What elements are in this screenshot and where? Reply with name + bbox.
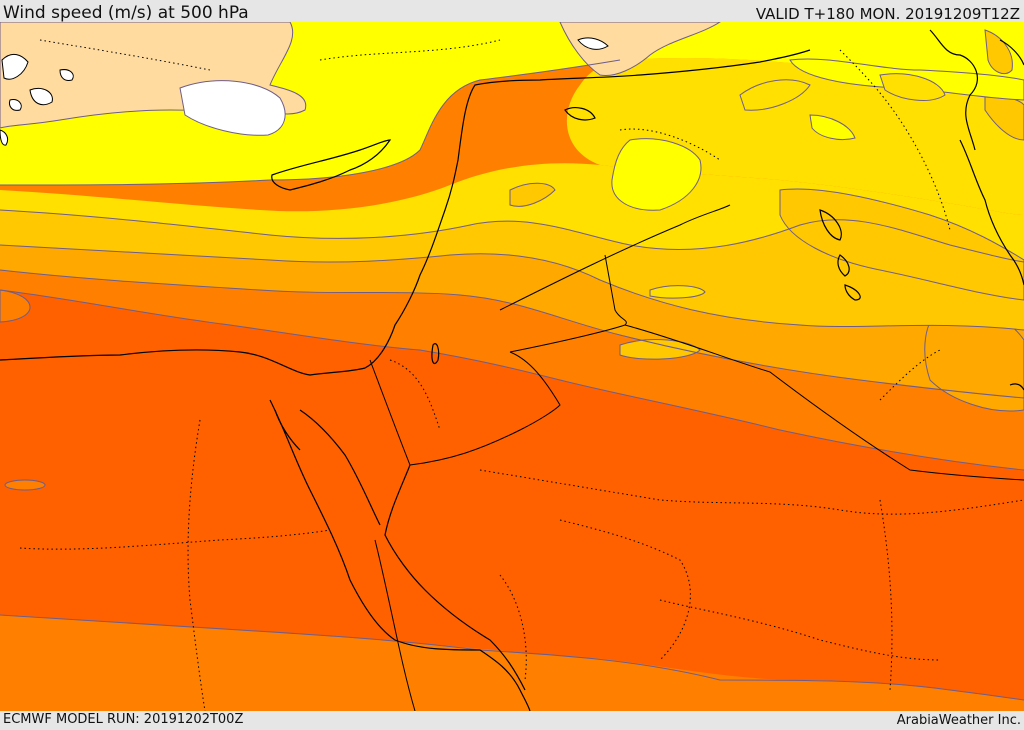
dead-sea [431, 343, 440, 365]
wind-band-gold [0, 163, 1024, 262]
wind-core-patch [4, 479, 46, 491]
wind-band-core [0, 290, 1024, 700]
red-sea-coast-west [269, 399, 531, 711]
wind-band-orange [0, 245, 1024, 398]
lake-iran [564, 107, 596, 121]
mediterranean-coast [0, 49, 811, 376]
gulf-of-oman [1009, 383, 1024, 391]
red-sea-coast-east [384, 464, 526, 691]
credit-label: ArabiaWeather Inc. [896, 713, 1021, 728]
wind-band-dark-orange [0, 270, 1024, 470]
gulf-coast [959, 139, 1024, 286]
valid-time-label: VALID T+180 MON. 20191209T12Z [755, 5, 1020, 23]
map-header: Wind speed (m/s) at 500 hPa VALID T+180 … [0, 0, 1024, 23]
cyprus-island [271, 139, 392, 191]
wind-speed-map[interactable] [0, 22, 1024, 711]
map-title: Wind speed (m/s) at 500 hPa [3, 3, 249, 23]
gulf-islands [819, 209, 861, 301]
map-footer: ECMWF MODEL RUN: 20191202T00Z ArabiaWeat… [0, 711, 1024, 729]
model-run-label: ECMWF MODEL RUN: 20191202T00Z [3, 712, 244, 727]
caspian-coast [929, 29, 1024, 151]
sinai-coast [274, 409, 381, 526]
wind-band-amber [0, 210, 1024, 330]
